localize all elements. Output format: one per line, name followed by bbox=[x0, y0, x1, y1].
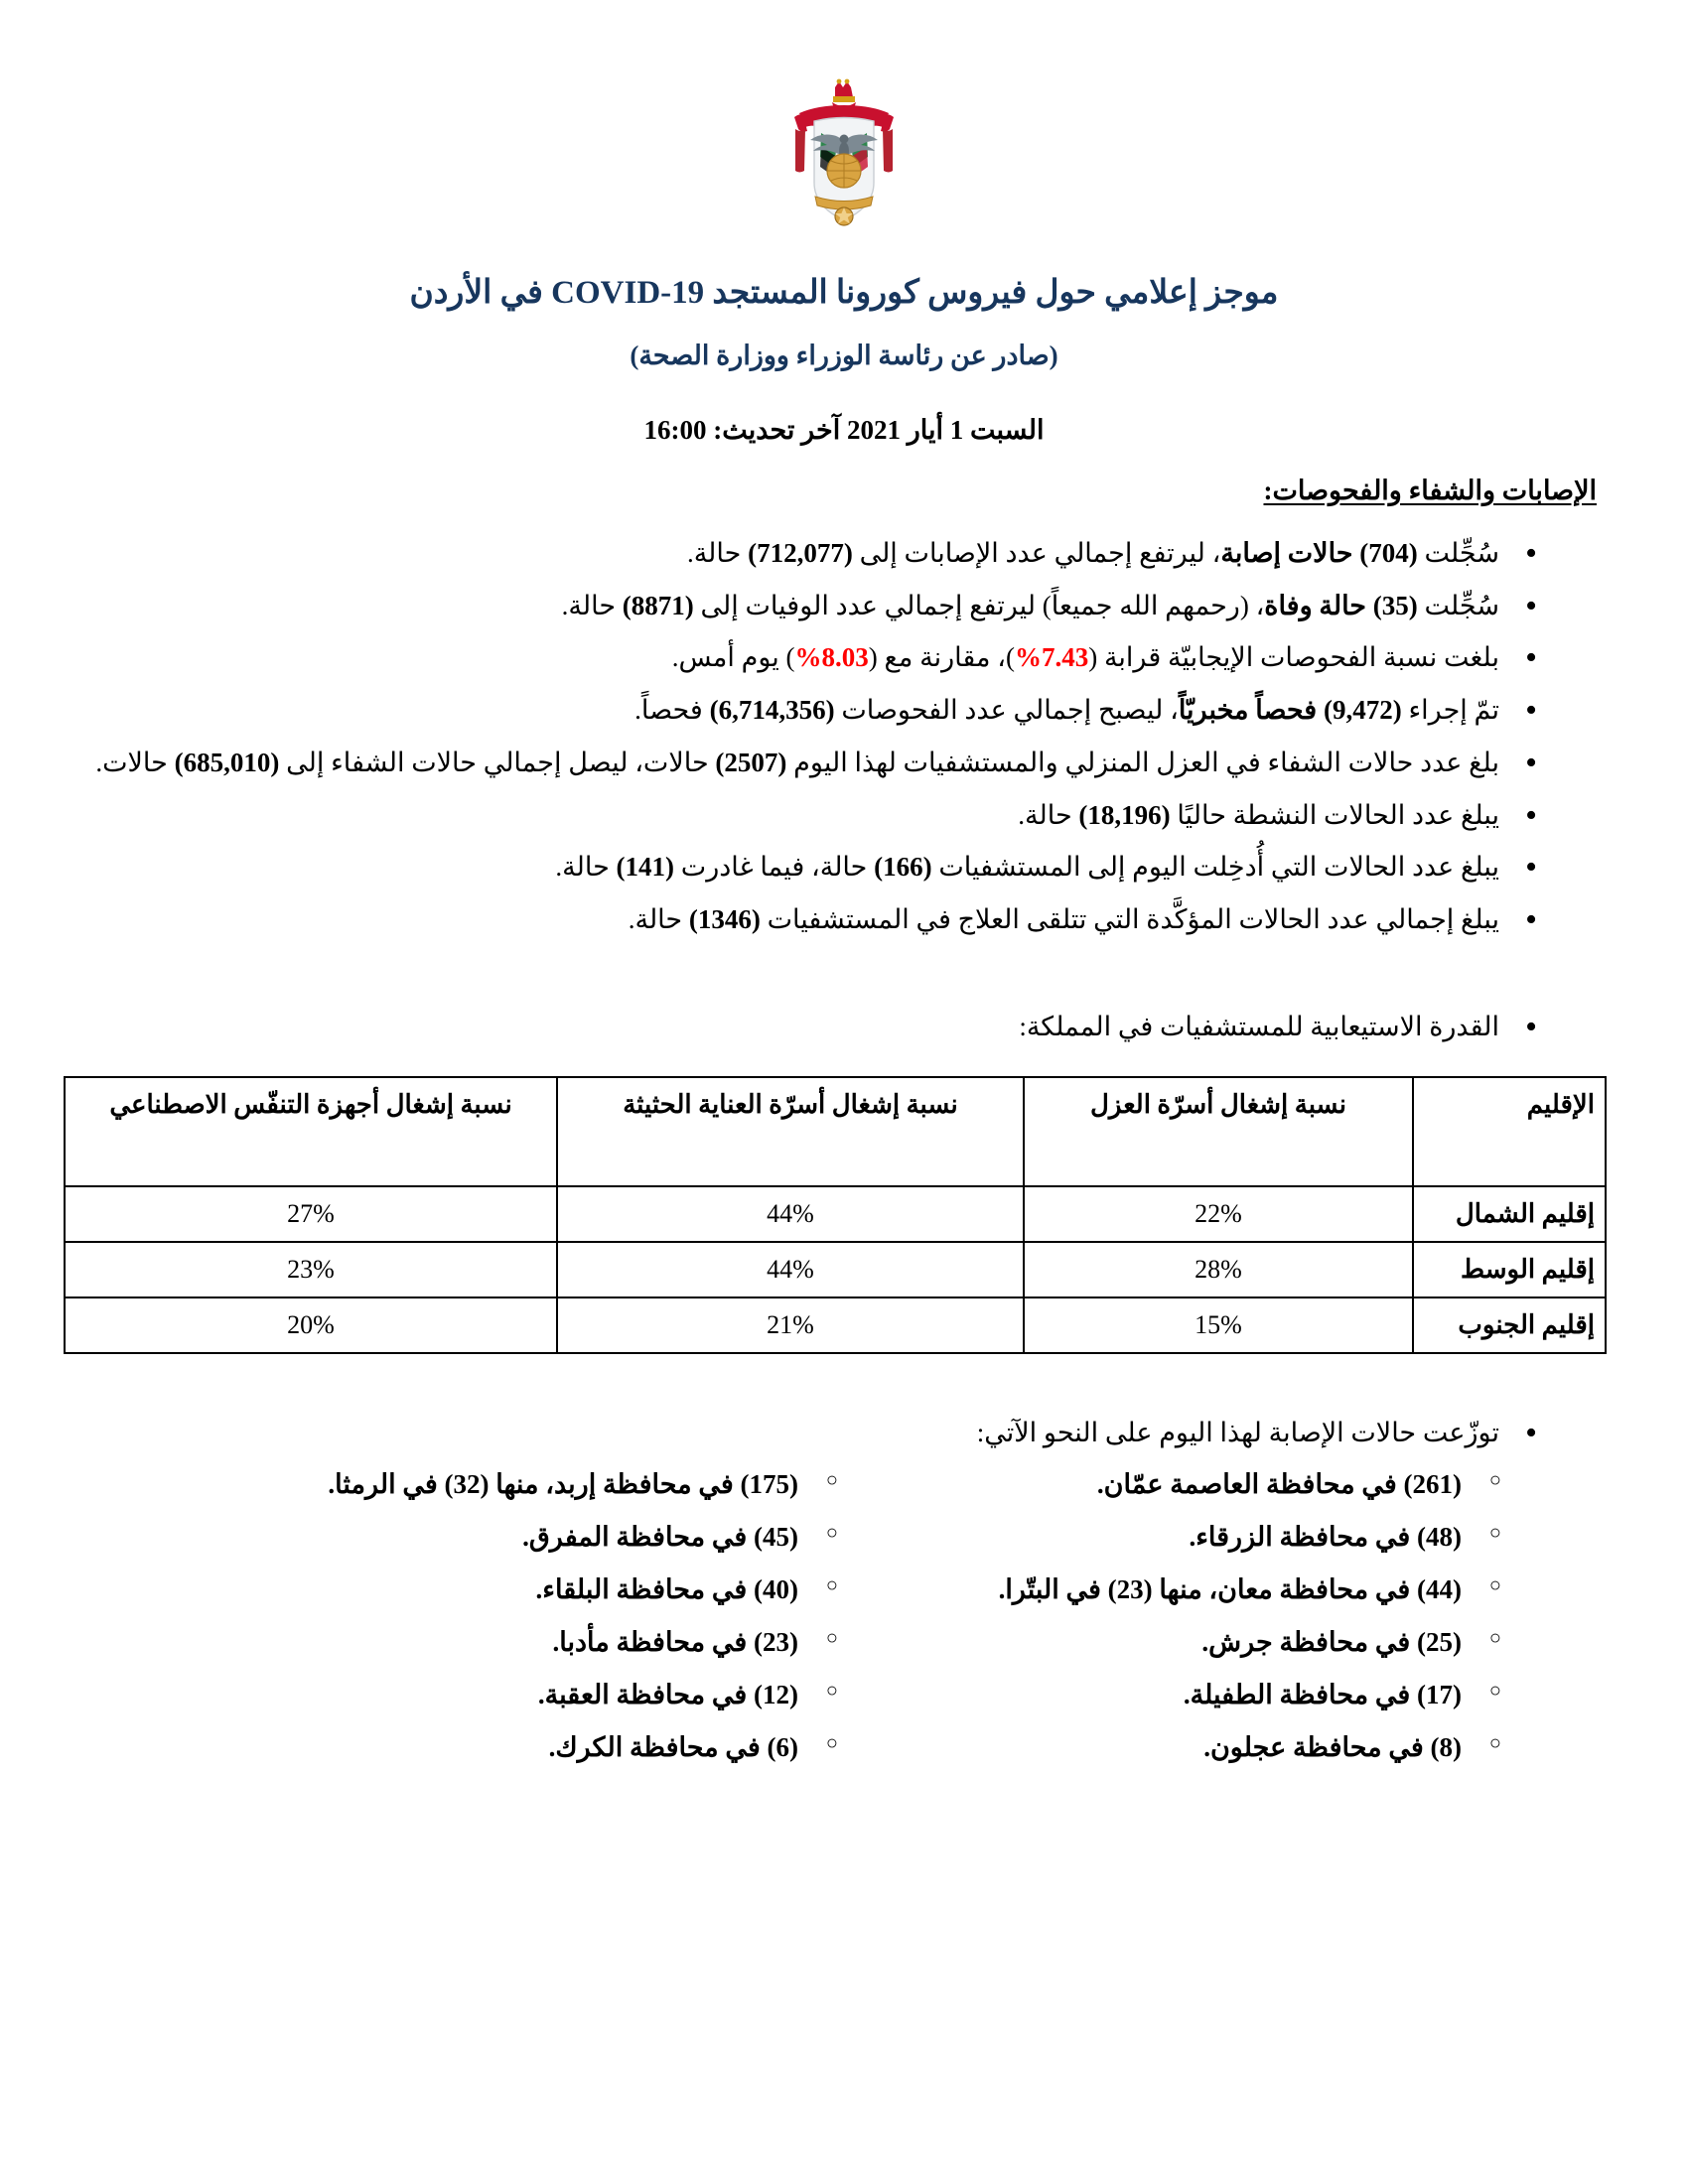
stat-text: يبلغ عدد الحالات النشطة حاليًا bbox=[1170, 799, 1499, 830]
stat-text: حالات، ليصل إجمالي حالات الشفاء إلى bbox=[279, 747, 716, 777]
cell-region: إقليم الشمال bbox=[1412, 1185, 1607, 1244]
distribution-list-left: (175) في محافظة إربد، منها (32) في الرمث… bbox=[101, 1464, 844, 1768]
distribution-list-right: (261) في محافظة العاصمة عمّان. (48) في مح… bbox=[844, 1464, 1507, 1768]
stat-text: فحصاً. bbox=[634, 695, 710, 726]
th-region: الإقليم bbox=[1412, 1076, 1607, 1188]
emblem-header bbox=[0, 0, 1688, 253]
cell-icu: 21% bbox=[556, 1297, 1025, 1355]
stat-value: (141) bbox=[616, 852, 675, 883]
stat-text: ، (رحمهم الله جميعاً) ليرتفع إجمالي عدد … bbox=[693, 590, 1265, 620]
cell-isolation: 22% bbox=[1023, 1185, 1414, 1244]
capacity-bullet-label: القدرة الاستيعابية للمستشفيات في المملكة… bbox=[81, 1002, 1537, 1052]
stat-text: حالة. bbox=[555, 852, 617, 883]
stat-value: (8871) bbox=[622, 590, 694, 620]
cell-icu: 44% bbox=[556, 1185, 1025, 1244]
stat-value: (2507) bbox=[715, 747, 787, 777]
cell-ventilator: 27% bbox=[64, 1185, 558, 1244]
stat-value: (685,010) bbox=[174, 747, 280, 777]
cell-region: إقليم الجنوب bbox=[1412, 1297, 1607, 1355]
th-icu: نسبة إشغال أسرّة العناية الحثيثة bbox=[556, 1076, 1025, 1188]
statistic-item: يبلغ عدد الحالات التي أُدخِلت اليوم إلى … bbox=[81, 842, 1537, 892]
stat-value: (6,714,356) bbox=[709, 695, 835, 726]
list-item: (40) في محافظة البلقاء. bbox=[101, 1570, 844, 1610]
statistic-item: بلغت نسبة الفحوصات الإيجابيّة قرابة (7.4… bbox=[81, 632, 1537, 683]
stat-text: يبلغ إجمالي عدد الحالات المؤكَّدة التي ت… bbox=[760, 904, 1499, 935]
last-update-line: السبت 1 أيار 2021 آخر تحديث: 16:00 bbox=[643, 414, 1045, 445]
jordan-coat-of-arms-icon bbox=[770, 77, 918, 251]
cell-icu: 44% bbox=[556, 1241, 1025, 1299]
stat-text: حالة. bbox=[561, 590, 623, 620]
stat-text: بلغت نسبة الفحوصات الإيجابيّة قرابة ( bbox=[1088, 642, 1499, 673]
stat-text: تمّ إجراء bbox=[1401, 695, 1499, 726]
statistic-item: سُجِّلت (704) حالات إصابة، ليرتفع إجمالي… bbox=[81, 528, 1537, 579]
stat-text: سُجِّلت bbox=[1417, 537, 1499, 568]
list-item: (6) في محافظة الكرك. bbox=[101, 1727, 844, 1768]
statistic-item: سُجِّلت (35) حالة وفاة، (رحمهم الله جميع… bbox=[81, 581, 1537, 631]
stat-text: يبلغ عدد الحالات التي أُدخِلت اليوم إلى … bbox=[931, 852, 1499, 883]
distribution-column-right: (261) في محافظة العاصمة عمّان. (48) في مح… bbox=[844, 1464, 1597, 1780]
cell-isolation: 28% bbox=[1023, 1241, 1414, 1299]
table-header-row: الإقليم نسبة إشغال أسرّة العزل نسبة إشغا… bbox=[64, 1076, 1607, 1188]
cell-region: إقليم الوسط bbox=[1412, 1241, 1607, 1299]
page-subtitle: (صادر عن رئاسة الوزراء ووزارة الصحة) bbox=[630, 340, 1058, 370]
stat-value: (704) حالات إصابة bbox=[1220, 537, 1418, 568]
list-item: (17) في محافظة الطفيلة. bbox=[844, 1675, 1507, 1715]
stat-text: ، ليصبح إجمالي عدد الفحوصات bbox=[834, 695, 1179, 726]
stat-value: (166) bbox=[874, 852, 932, 883]
stat-value: (9,472) فحصاً مخبريّاً bbox=[1178, 695, 1402, 726]
stat-text: بلغ عدد حالات الشفاء في العزل المنزلي وا… bbox=[786, 747, 1499, 777]
stat-text: حالة. bbox=[628, 904, 689, 935]
stat-value: (18,196) bbox=[1078, 799, 1171, 830]
table-body: إقليم الشمال 22% 44% 27% إقليم الوسط 28% 44% 23… bbox=[64, 1185, 1607, 1355]
cell-ventilator: 23% bbox=[64, 1241, 558, 1299]
cell-isolation: 15% bbox=[1023, 1297, 1414, 1355]
stat-value: (1346) bbox=[688, 904, 761, 935]
distribution-column-left: (175) في محافظة إربد، منها (32) في الرمث… bbox=[91, 1464, 844, 1780]
list-item: (23) في محافظة مأدبا. bbox=[101, 1622, 844, 1663]
list-item: (25) في محافظة جرش. bbox=[844, 1622, 1507, 1663]
list-item: (48) في محافظة الزرقاء. bbox=[844, 1517, 1507, 1558]
stat-value: (35) حالة وفاة bbox=[1264, 590, 1418, 620]
stat-text: سُجِّلت bbox=[1417, 590, 1499, 620]
hospital-capacity-table: الإقليم نسبة إشغال أسرّة العزل نسبة إشغا… bbox=[64, 1076, 1607, 1355]
list-item: (261) في محافظة العاصمة عمّان. bbox=[844, 1464, 1507, 1505]
stat-value: (712,077) bbox=[748, 537, 853, 568]
section-heading-text: الإصابات والشفاء والفحوصات: bbox=[1263, 475, 1597, 505]
cell-ventilator: 20% bbox=[64, 1297, 558, 1355]
stat-text: حالات. bbox=[95, 747, 175, 777]
stat-text: حالة. bbox=[1018, 799, 1079, 830]
statistic-item: يبلغ إجمالي عدد الحالات المؤكَّدة التي ت… bbox=[81, 894, 1537, 945]
table-row: إقليم الجنوب 15% 21% 20% bbox=[64, 1297, 1607, 1355]
highlight-value: 7.43% bbox=[1014, 642, 1089, 673]
list-item: (44) في محافظة معان، منها (23) في البتّر… bbox=[844, 1570, 1507, 1610]
statistic-item: بلغ عدد حالات الشفاء في العزل المنزلي وا… bbox=[81, 738, 1537, 788]
statistics-list: سُجِّلت (704) حالات إصابة، ليرتفع إجمالي… bbox=[81, 528, 1607, 945]
stat-text: حالة. bbox=[686, 537, 749, 568]
list-item: (12) في محافظة العقبة. bbox=[101, 1675, 844, 1715]
list-item: (45) في محافظة المفرق. bbox=[101, 1517, 844, 1558]
stat-text: ، ليرتفع إجمالي عدد الإصابات إلى bbox=[852, 537, 1221, 568]
stat-text: )، مقارنة مع ( bbox=[868, 642, 1015, 673]
table-row: إقليم الوسط 28% 44% 23% bbox=[64, 1241, 1607, 1299]
list-item: (8) في محافظة عجلون. bbox=[844, 1727, 1507, 1768]
list-item: (175) في محافظة إربد، منها (32) في الرمث… bbox=[101, 1464, 844, 1505]
distribution-columns: (261) في محافظة العاصمة عمّان. (48) في مح… bbox=[81, 1464, 1607, 1780]
statistic-item: تمّ إجراء (9,472) فحصاً مخبريّاً، ليصبح … bbox=[81, 685, 1537, 736]
stat-text: حالة، فيما غادرت bbox=[674, 852, 875, 883]
page-title: موجز إعلامي حول فيروس كورونا المستجد COV… bbox=[409, 275, 1279, 311]
highlight-value: 8.03% bbox=[794, 642, 869, 673]
th-ventilator: نسبة إشغال أجهزة التنفّس الاصطناعي bbox=[64, 1076, 558, 1188]
th-isolation: نسبة إشغال أسرّة العزل bbox=[1023, 1076, 1414, 1188]
table-head: الإقليم نسبة إشغال أسرّة العزل نسبة إشغا… bbox=[64, 1076, 1607, 1188]
statistic-item: يبلغ عدد الحالات النشطة حاليًا (18,196) … bbox=[81, 790, 1537, 841]
stat-text: ) يوم أمس. bbox=[671, 642, 795, 673]
table-row: إقليم الشمال 22% 44% 27% bbox=[64, 1185, 1607, 1244]
distribution-bullet-label: توزّعت حالات الإصابة لهذا اليوم على النح… bbox=[81, 1408, 1537, 1458]
section-heading-cases: الإصابات والشفاء والفحوصات: bbox=[81, 476, 1597, 506]
